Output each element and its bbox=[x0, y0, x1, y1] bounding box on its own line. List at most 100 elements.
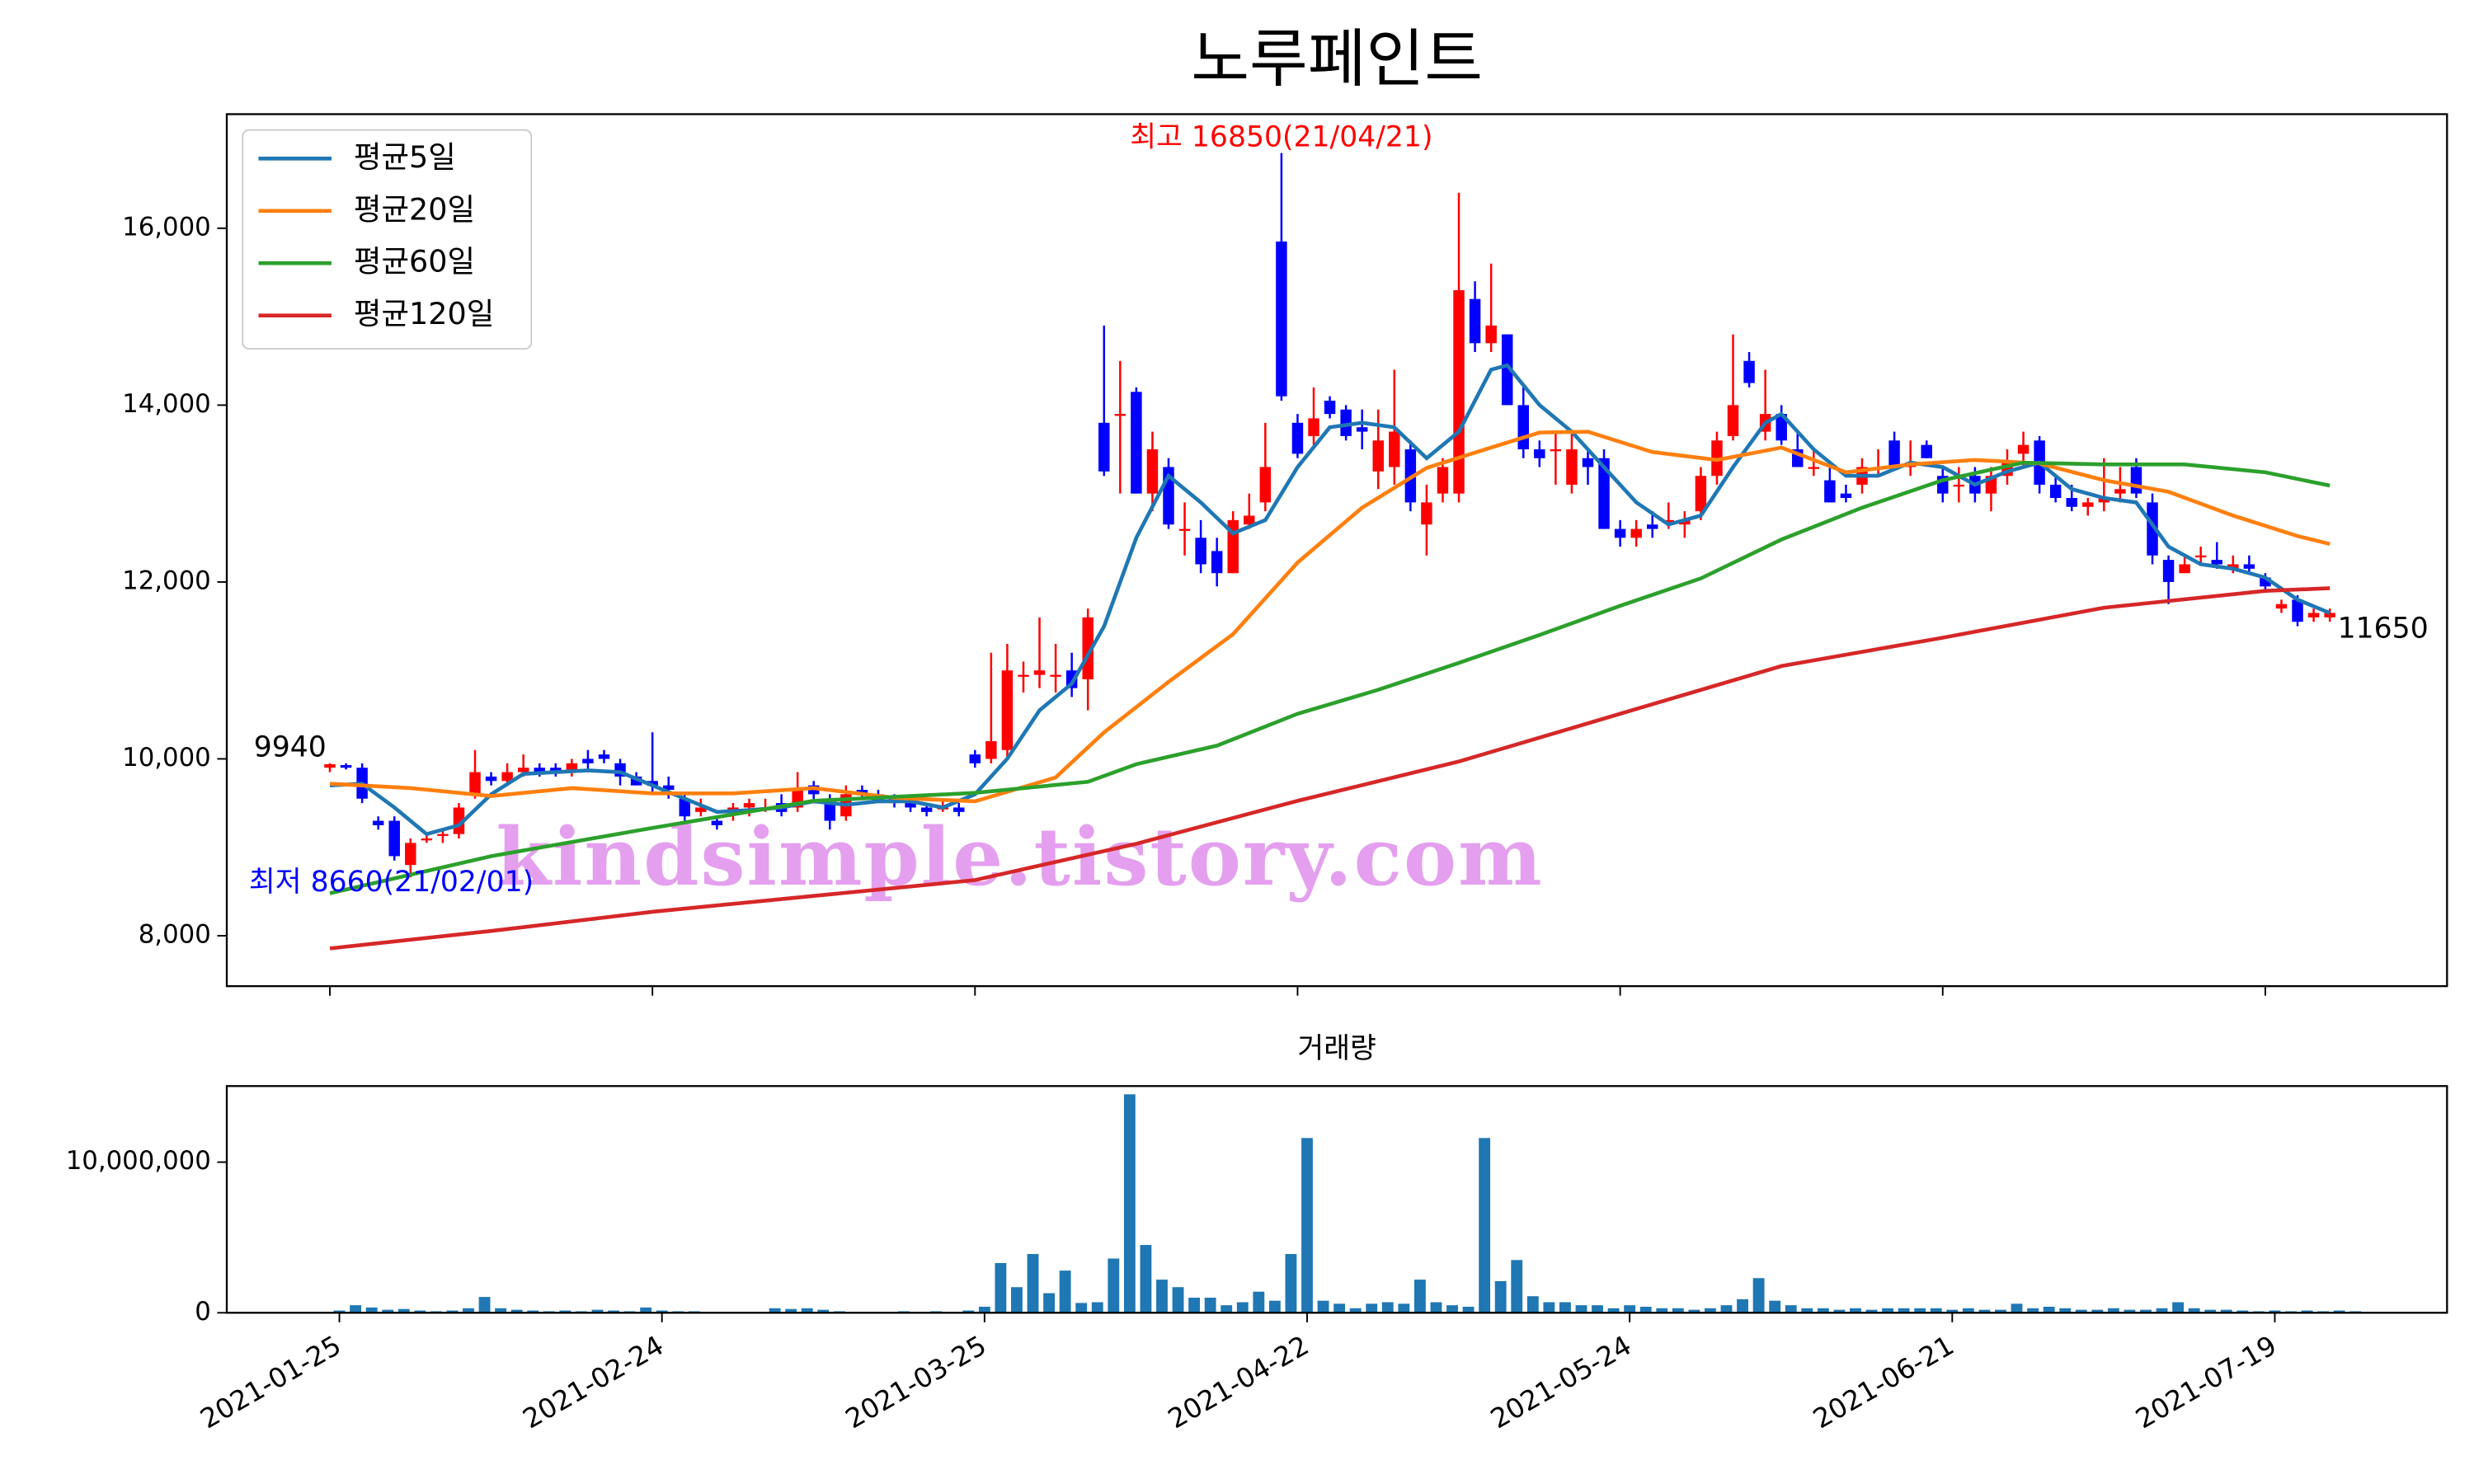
candle-body bbox=[1695, 476, 1707, 512]
candle-body bbox=[2098, 498, 2110, 503]
volume-bar bbox=[463, 1308, 474, 1313]
volume-bar bbox=[478, 1297, 491, 1313]
volume-bar bbox=[1801, 1308, 1813, 1313]
candle-body bbox=[1550, 449, 1562, 452]
volume-bar bbox=[1043, 1293, 1055, 1313]
candle-body bbox=[1663, 519, 1675, 523]
candle-body bbox=[1501, 334, 1513, 406]
candle-body bbox=[1743, 360, 1755, 383]
volume-bar bbox=[527, 1310, 539, 1313]
volume-bar bbox=[1769, 1300, 1781, 1313]
volume-bar bbox=[1140, 1245, 1152, 1313]
ma-line bbox=[329, 586, 2331, 951]
volume-bar bbox=[1236, 1302, 1249, 1313]
candle-body bbox=[469, 772, 481, 795]
candle-body bbox=[1098, 422, 1110, 472]
volume-bar bbox=[1398, 1303, 1410, 1313]
candle-body bbox=[1276, 241, 1287, 397]
candle-body bbox=[2017, 444, 2030, 454]
candle-body bbox=[2324, 613, 2335, 618]
y-tick-label: 14,000 bbox=[122, 389, 211, 419]
candle-body bbox=[582, 758, 594, 763]
candle-body bbox=[1776, 414, 1787, 441]
volume-bar bbox=[2027, 1308, 2039, 1313]
candle-body bbox=[372, 820, 384, 825]
volume-bar bbox=[1785, 1305, 1797, 1313]
candle-body bbox=[920, 807, 933, 812]
candle-body bbox=[1018, 674, 1029, 677]
volume-bar bbox=[1946, 1309, 1959, 1313]
candle-body bbox=[679, 798, 690, 817]
candle-body bbox=[1114, 414, 1126, 416]
volume-bar bbox=[1511, 1260, 1523, 1313]
volume-bar bbox=[962, 1310, 975, 1313]
legend-label: 평균60일 bbox=[354, 244, 475, 279]
volume-bar bbox=[1817, 1308, 1829, 1313]
volume-bar bbox=[1978, 1309, 1991, 1313]
volume-bar bbox=[1930, 1308, 1942, 1313]
ma-line bbox=[329, 460, 2331, 895]
candle-body bbox=[1534, 449, 1545, 458]
volume-bar bbox=[785, 1308, 797, 1313]
candle-body bbox=[1131, 392, 1142, 494]
volume-bar bbox=[2172, 1302, 2185, 1313]
annotation: 11650 bbox=[2338, 612, 2429, 645]
volume-bar bbox=[2107, 1308, 2119, 1313]
volume-bar bbox=[1108, 1258, 1120, 1313]
volume-bar bbox=[1898, 1308, 1910, 1313]
volume-bar bbox=[2043, 1306, 2055, 1313]
volume-bar bbox=[769, 1308, 781, 1313]
volume-bar bbox=[2156, 1308, 2168, 1313]
annotation: 최고 16850(21/04/21) bbox=[1130, 120, 1432, 153]
volume-bar bbox=[1285, 1254, 1297, 1313]
candle-body bbox=[501, 772, 513, 782]
candle-body bbox=[437, 834, 449, 836]
volume-bar bbox=[382, 1309, 394, 1313]
volume-bar bbox=[1268, 1300, 1281, 1313]
volume-bar bbox=[1462, 1306, 1475, 1313]
plot-area: kindsimple.tistory.com bbox=[324, 153, 2335, 951]
volume-bar bbox=[2333, 1310, 2345, 1313]
y-tick-label: 10,000,000 bbox=[66, 1146, 211, 1176]
volume-bar bbox=[1720, 1305, 1733, 1313]
candle-body bbox=[953, 807, 965, 812]
candle-body bbox=[1178, 528, 1191, 531]
annotation: 9940 bbox=[254, 731, 327, 764]
volume-bar bbox=[1639, 1306, 1652, 1313]
candle-body bbox=[2082, 502, 2094, 507]
candle-body bbox=[1921, 444, 1932, 458]
volume-bar bbox=[1172, 1287, 1184, 1313]
candle-body bbox=[1469, 298, 1481, 344]
volume-bar bbox=[1526, 1296, 1539, 1313]
chart-title: 노루페인트 bbox=[1191, 23, 1483, 96]
volume-bar bbox=[1607, 1308, 1620, 1313]
candle-body bbox=[598, 754, 610, 759]
candle-body bbox=[421, 838, 433, 841]
candle-body bbox=[1389, 431, 1400, 467]
volume-bar bbox=[1204, 1298, 1216, 1313]
candle-body bbox=[1888, 440, 1900, 467]
candle-body bbox=[2292, 599, 2303, 622]
legend-label: 평균20일 bbox=[354, 191, 475, 227]
candle-body bbox=[1195, 538, 1206, 565]
candle-body bbox=[1082, 617, 1094, 679]
volume-bar bbox=[1656, 1308, 1668, 1313]
candle-body bbox=[1421, 502, 1432, 525]
candle-body bbox=[969, 754, 981, 763]
candle-body bbox=[550, 768, 562, 773]
volume-bar bbox=[1592, 1305, 1603, 1313]
candle-body bbox=[1598, 458, 1610, 529]
volume-bar bbox=[2059, 1308, 2072, 1313]
volume-bar bbox=[978, 1306, 990, 1313]
candle-body bbox=[534, 768, 545, 773]
legend-label: 평균5일 bbox=[354, 139, 456, 175]
volume-bar bbox=[495, 1308, 507, 1313]
volume-bar bbox=[1221, 1305, 1233, 1313]
candle-body bbox=[985, 741, 997, 759]
volume-bar bbox=[608, 1310, 619, 1313]
volume-bar bbox=[995, 1263, 1007, 1313]
volume-bar bbox=[1123, 1094, 1136, 1313]
